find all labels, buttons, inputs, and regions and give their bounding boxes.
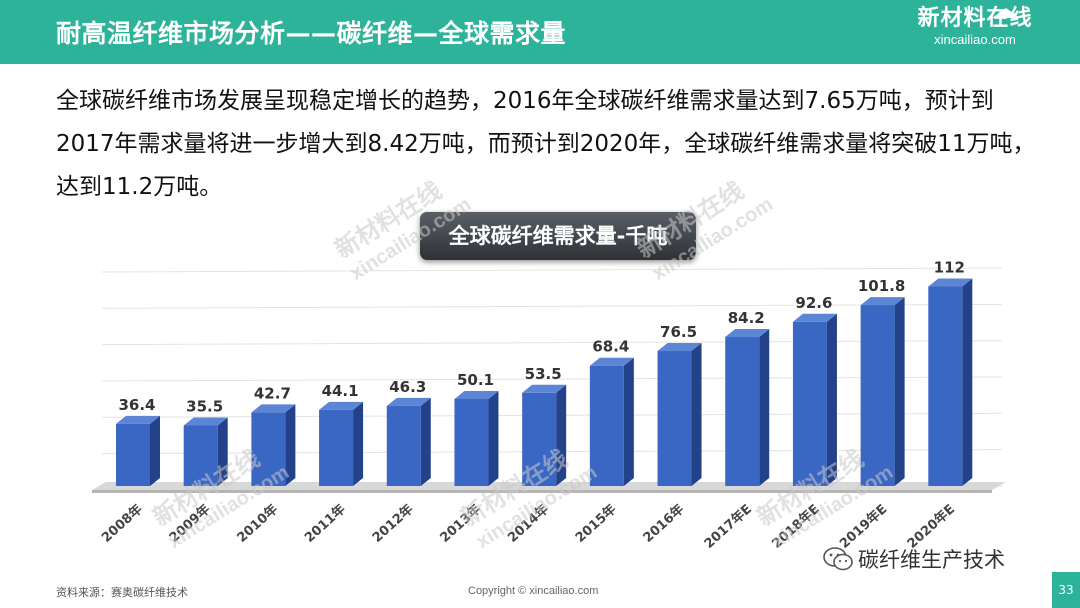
bar-value-label: 68.4 (592, 338, 629, 356)
bar-side (217, 417, 228, 486)
bar (860, 305, 895, 486)
bar-side (556, 384, 567, 486)
x-tick-label: 2018年E (769, 501, 823, 552)
bar-value-label: 36.4 (118, 396, 155, 414)
wechat-account: 碳纤维生产技术 (822, 544, 1005, 574)
bar (319, 409, 354, 486)
page-title: 耐高温纤维市场分析——碳纤维—全球需求量 (56, 19, 567, 48)
bar-side (285, 404, 296, 486)
bar-top (792, 313, 837, 322)
x-tick-label: 2017年E (701, 501, 755, 552)
copyright-text: Copyright © xincailiao.com (468, 585, 599, 597)
bar (183, 425, 218, 486)
x-tick-label: 2012年 (369, 501, 416, 546)
bar (928, 286, 963, 486)
bar-side (488, 390, 499, 486)
bar-value-label: 76.5 (660, 323, 697, 341)
bar-top (725, 329, 770, 338)
bar-side (894, 297, 905, 486)
bar-value-label: 42.7 (254, 384, 291, 402)
bar-top (116, 415, 160, 424)
bar-top (589, 357, 634, 366)
bar (522, 392, 557, 486)
x-tick-label: 2013年 (437, 501, 484, 546)
bar-side (826, 313, 837, 486)
bar-value-label: 46.3 (389, 378, 426, 396)
bar (386, 405, 421, 486)
bar-side (623, 357, 634, 486)
bar-top (386, 397, 431, 406)
bar (251, 412, 286, 486)
bar-value-label: 92.6 (795, 294, 832, 312)
bar-top (522, 384, 567, 393)
bar-top (657, 343, 702, 352)
brand-logo: 新材料在线 xincailiao.com (910, 6, 1040, 60)
bar-top (319, 401, 364, 410)
logo-roof-icon (992, 8, 1020, 18)
bar-value-label: 50.1 (457, 371, 494, 389)
gridline (101, 303, 1003, 309)
bar (589, 365, 624, 486)
bar-side (691, 343, 702, 486)
bar-value-label: 35.5 (186, 398, 223, 416)
bar-top (860, 297, 905, 306)
page-number: 33 (1052, 572, 1080, 608)
bar (792, 321, 827, 486)
chart-floor-edge (92, 490, 992, 493)
x-tick-label: 2011年 (301, 501, 348, 546)
bar-value-label: 53.5 (525, 365, 562, 383)
bar-side (353, 401, 364, 486)
bar-side (150, 415, 160, 486)
bar-side (759, 329, 770, 486)
bar-value-label: 101.8 (858, 277, 905, 295)
source-note: 资料来源：赛奥碳纤维技术 (56, 586, 188, 599)
x-tick-label: 2014年 (505, 501, 552, 546)
chart-title: 全球碳纤维需求量-千吨 (420, 212, 696, 260)
x-tick-label: 2010年 (234, 501, 281, 546)
wechat-icon (823, 547, 853, 571)
bar-top (251, 404, 296, 413)
wechat-account-name: 碳纤维生产技术 (858, 548, 1005, 572)
intro-paragraph: 全球碳纤维市场发展呈现稳定增长的趋势，2016年全球碳纤维需求量达到7.65万吨… (56, 88, 1036, 200)
gridline (101, 267, 1003, 273)
bar (725, 337, 760, 486)
bar-top (928, 278, 973, 287)
logo-text-en: xincailiao.com (934, 32, 1016, 47)
gridline (101, 376, 1003, 382)
bar-value-label: 44.1 (322, 382, 359, 400)
bar (116, 423, 150, 486)
bar-side (962, 278, 973, 486)
header-bar: 耐高温纤维市场分析——碳纤维—全球需求量 新材料在线 xincailiao.co… (0, 0, 1080, 64)
bar (657, 351, 692, 486)
x-tick-label: 2009年 (166, 501, 213, 546)
bar-top (454, 390, 499, 399)
bar (454, 398, 489, 486)
x-tick-label: 2008年 (98, 501, 145, 546)
bar-side (420, 397, 431, 486)
bar-value-label: 84.2 (728, 309, 765, 327)
x-tick-label: 2016年 (640, 501, 687, 546)
bar-value-label: 112 (934, 259, 965, 277)
bar-top (183, 417, 228, 426)
gridline (101, 340, 1003, 346)
x-tick-label: 2015年 (572, 501, 619, 546)
